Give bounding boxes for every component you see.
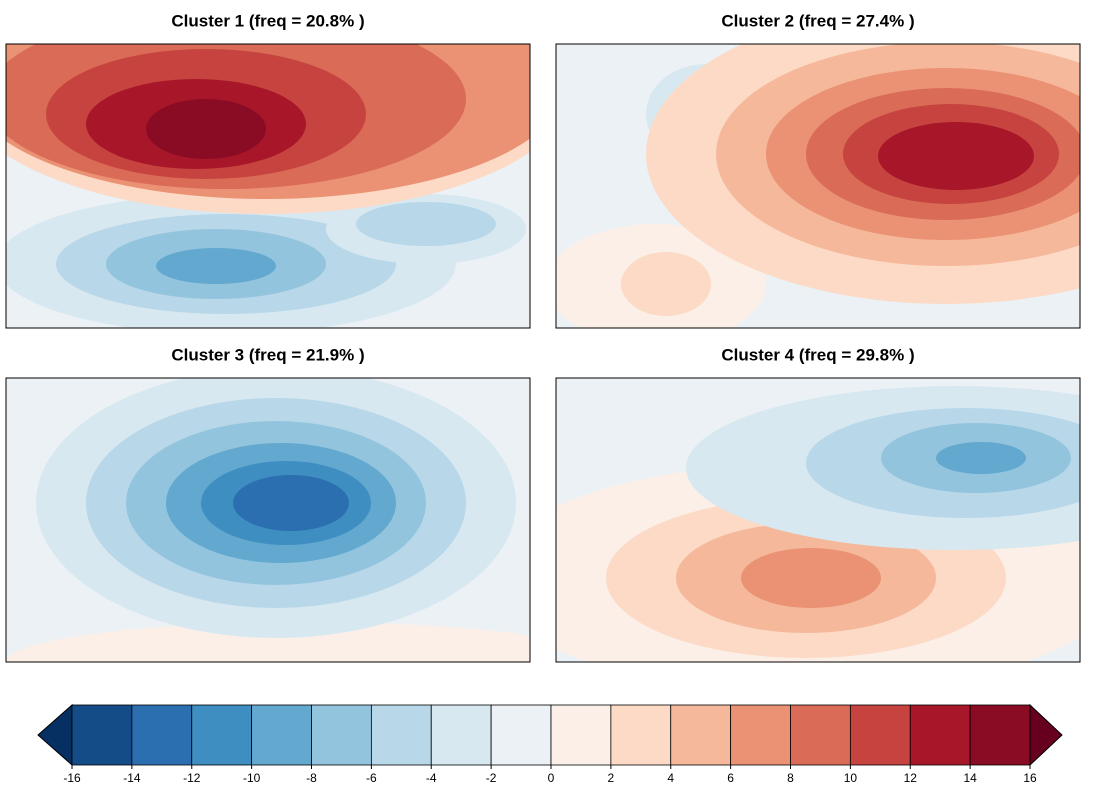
colorbar-bin	[849, 704, 911, 766]
colorbar-bin	[610, 704, 672, 766]
colorbar-bin	[71, 704, 133, 766]
panel-title: Cluster 4 (freq = 29.8% )	[721, 345, 914, 364]
anomaly-contour	[621, 252, 711, 316]
colorbar-tick-label: 10	[844, 771, 858, 785]
colorbar-bin	[191, 704, 253, 766]
map-panel	[6, 378, 530, 662]
colorbar-tick-label: -10	[243, 771, 261, 785]
colorbar-bin	[670, 704, 732, 766]
colorbar-bin	[790, 704, 851, 766]
colorbar-tick-label: 2	[608, 771, 615, 785]
panel-title: Cluster 1 (freq = 20.8% )	[171, 11, 364, 30]
colorbar-extend-high	[1029, 703, 1063, 767]
colorbar-tick-label: -14	[123, 771, 141, 785]
anomaly-contour	[156, 248, 276, 284]
colorbar-bin	[490, 704, 552, 766]
colorbar-tick-label: 14	[963, 771, 977, 785]
anomaly-contour	[233, 475, 349, 531]
colorbar-tick-label: -12	[183, 771, 201, 785]
panel-title: Cluster 2 (freq = 27.4% )	[721, 11, 914, 30]
panel-title: Cluster 3 (freq = 21.9% )	[171, 345, 364, 364]
map-frame	[5, 377, 531, 663]
map-panel	[556, 378, 1080, 662]
map-panel	[6, 44, 530, 328]
colorbar-bin	[311, 704, 372, 766]
colorbar-tick-label: 4	[667, 771, 674, 785]
anomaly-contour	[6, 622, 530, 662]
colorbar-bin	[550, 704, 612, 766]
colorbar-tick-label: -8	[306, 771, 317, 785]
colorbar-tick-label: 12	[904, 771, 918, 785]
colorbar-tick-label: 6	[727, 771, 734, 785]
anomaly-contour	[936, 442, 1026, 474]
colorbar-tick-label: -4	[426, 771, 437, 785]
colorbar-bin	[131, 704, 193, 766]
colorbar-tick-label: -2	[486, 771, 497, 785]
colorbar-bin	[370, 704, 432, 766]
colorbar-tick-label: 16	[1023, 771, 1037, 785]
map-panel	[556, 44, 1080, 328]
colorbar-bin	[909, 704, 971, 766]
colorbar-bin	[251, 704, 312, 766]
anomaly-contour	[878, 122, 1034, 190]
map-frame	[555, 377, 1081, 663]
colorbar-tick-label: 0	[548, 771, 555, 785]
anomaly-contour	[146, 99, 266, 159]
colorbar-bin	[730, 704, 791, 766]
map-frame	[5, 43, 531, 329]
map-frame	[555, 43, 1081, 329]
anomaly-contour	[356, 202, 496, 246]
anomaly-contour	[741, 548, 881, 608]
colorbar-extend-low	[37, 703, 73, 767]
colorbar-bin	[430, 704, 492, 766]
colorbar-tick-label: -6	[366, 771, 377, 785]
colorbar-tick-label: 8	[787, 771, 794, 785]
colorbar-tick-label: -16	[63, 771, 81, 785]
colorbar-bin	[969, 704, 1031, 766]
